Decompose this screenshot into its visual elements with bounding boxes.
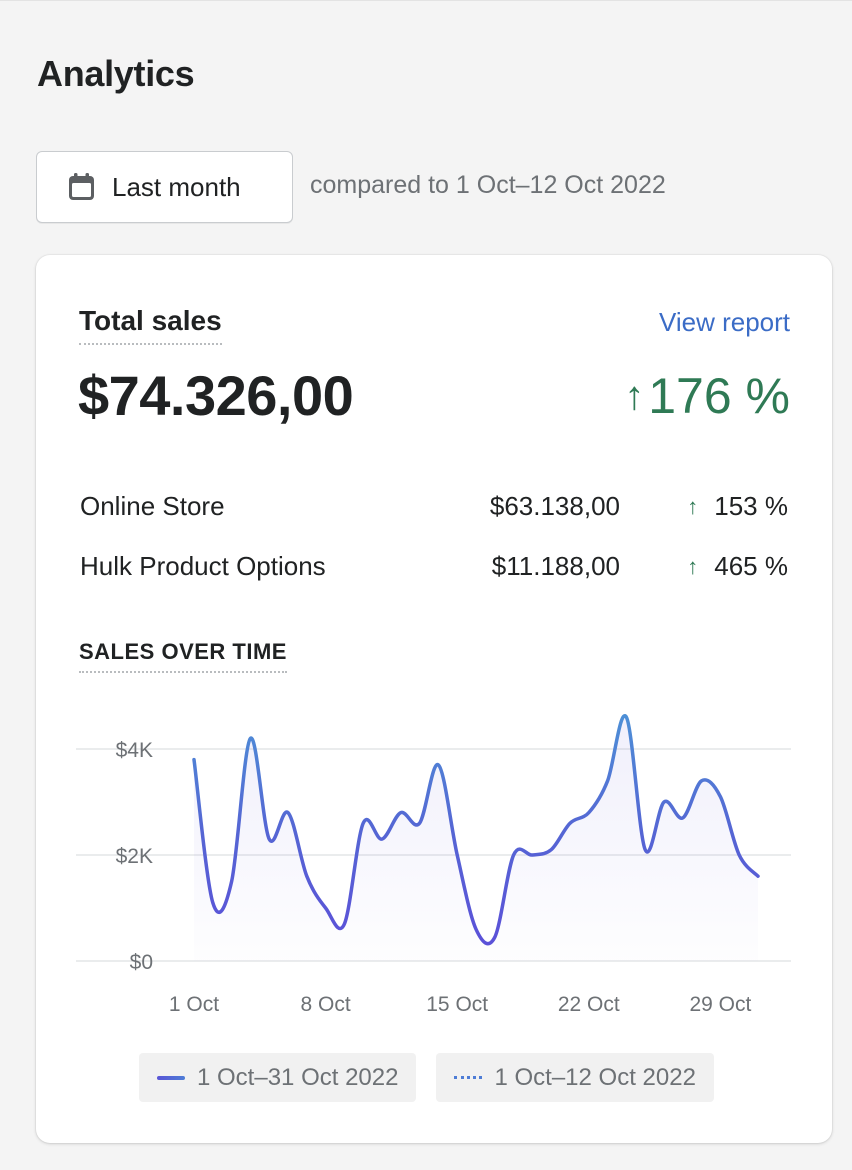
data-point	[305, 875, 308, 878]
sales-over-time-chart[interactable]: $0 $2K $4K 1 Oct 8 Oct 15 Oct 22 Oct 29 Oct	[36, 685, 832, 1045]
dotted-line-swatch-icon	[454, 1076, 483, 1079]
page-title: Analytics	[37, 53, 195, 94]
x-tick-label: 8 Oct	[301, 993, 351, 1016]
data-point	[193, 758, 196, 761]
y-tick-label: $0	[130, 951, 153, 974]
x-tick-label: 22 Oct	[558, 993, 620, 1016]
solid-line-swatch-icon	[157, 1075, 185, 1080]
channel-change-value: 153 %	[714, 491, 788, 521]
data-point	[324, 907, 327, 910]
data-point	[418, 822, 421, 825]
legend-item-previous-period[interactable]: 1 Oct–12 Oct 2022	[436, 1053, 714, 1102]
data-point	[249, 737, 252, 740]
series-area	[194, 715, 758, 961]
total-sales-change: ↑ 176 %	[624, 367, 790, 425]
channel-row-online-store: Online Store $63.138,00 ↑ 153 %	[80, 491, 792, 531]
total-sales-title[interactable]: Total sales	[79, 305, 222, 345]
channel-row-hulk-product-options: Hulk Product Options $11.188,00 ↑ 465 %	[80, 551, 792, 591]
data-point	[531, 854, 534, 857]
channel-amount: $11.188,00	[491, 551, 620, 581]
data-point	[663, 801, 666, 804]
data-point	[569, 822, 572, 825]
data-point	[343, 922, 346, 925]
channel-change: ↑ 153 %	[687, 491, 788, 522]
x-tick-label: 1 Oct	[169, 993, 219, 1016]
channel-name: Hulk Product Options	[80, 551, 326, 581]
data-point	[606, 779, 609, 782]
data-point	[644, 848, 647, 851]
arrow-up-icon: ↑	[687, 493, 699, 519]
data-point	[381, 838, 384, 841]
calendar-icon	[67, 172, 96, 202]
data-point	[719, 795, 722, 798]
data-point	[757, 875, 760, 878]
date-range-button[interactable]: Last month	[36, 151, 293, 223]
view-report-link[interactable]: View report	[658, 307, 790, 337]
x-tick-label: 29 Oct	[689, 993, 751, 1016]
y-tick-label: $2K	[116, 845, 153, 868]
sales-over-time-label[interactable]: SALES OVER TIME	[79, 639, 287, 673]
data-point	[512, 854, 515, 857]
legend-item-current-period[interactable]: 1 Oct–31 Oct 2022	[139, 1053, 417, 1102]
data-point	[287, 811, 290, 814]
y-tick-label: $4K	[116, 739, 153, 762]
data-point	[550, 848, 553, 851]
arrow-up-icon: ↑	[624, 373, 645, 418]
data-point	[493, 936, 496, 939]
series-line-current-period	[192, 714, 760, 946]
data-point	[211, 901, 214, 904]
data-point	[230, 880, 233, 883]
data-point	[475, 928, 478, 931]
x-tick-label: 15 Oct	[426, 993, 488, 1016]
data-point	[456, 854, 459, 857]
total-sales-card: Total sales View report $74.326,00 ↑ 176…	[36, 255, 832, 1143]
total-sales-value: $74.326,00	[78, 364, 354, 427]
channel-change-value: 465 %	[714, 551, 788, 581]
data-point	[399, 811, 402, 814]
arrow-up-icon: ↑	[687, 553, 699, 579]
data-point	[268, 838, 271, 841]
data-point	[700, 779, 703, 782]
data-point	[587, 811, 590, 814]
total-sales-change-value: 176 %	[648, 368, 790, 424]
date-range-label: Last month	[112, 171, 241, 202]
data-point	[437, 763, 440, 766]
data-point	[625, 716, 628, 719]
comparison-period-text: compared to 1 Oct–12 Oct 2022	[310, 171, 666, 199]
data-point	[362, 822, 365, 825]
channel-amount: $63.138,00	[489, 491, 620, 521]
legend-label: 1 Oct–31 Oct 2022	[197, 1063, 399, 1091]
legend-label: 1 Oct–12 Oct 2022	[494, 1063, 696, 1091]
chart-legend: 1 Oct–31 Oct 2022 1 Oct–12 Oct 2022	[139, 1053, 714, 1102]
data-point	[681, 816, 684, 819]
channel-change: ↑ 465 %	[687, 551, 788, 582]
channel-name: Online Store	[80, 491, 225, 521]
data-point	[738, 854, 741, 857]
